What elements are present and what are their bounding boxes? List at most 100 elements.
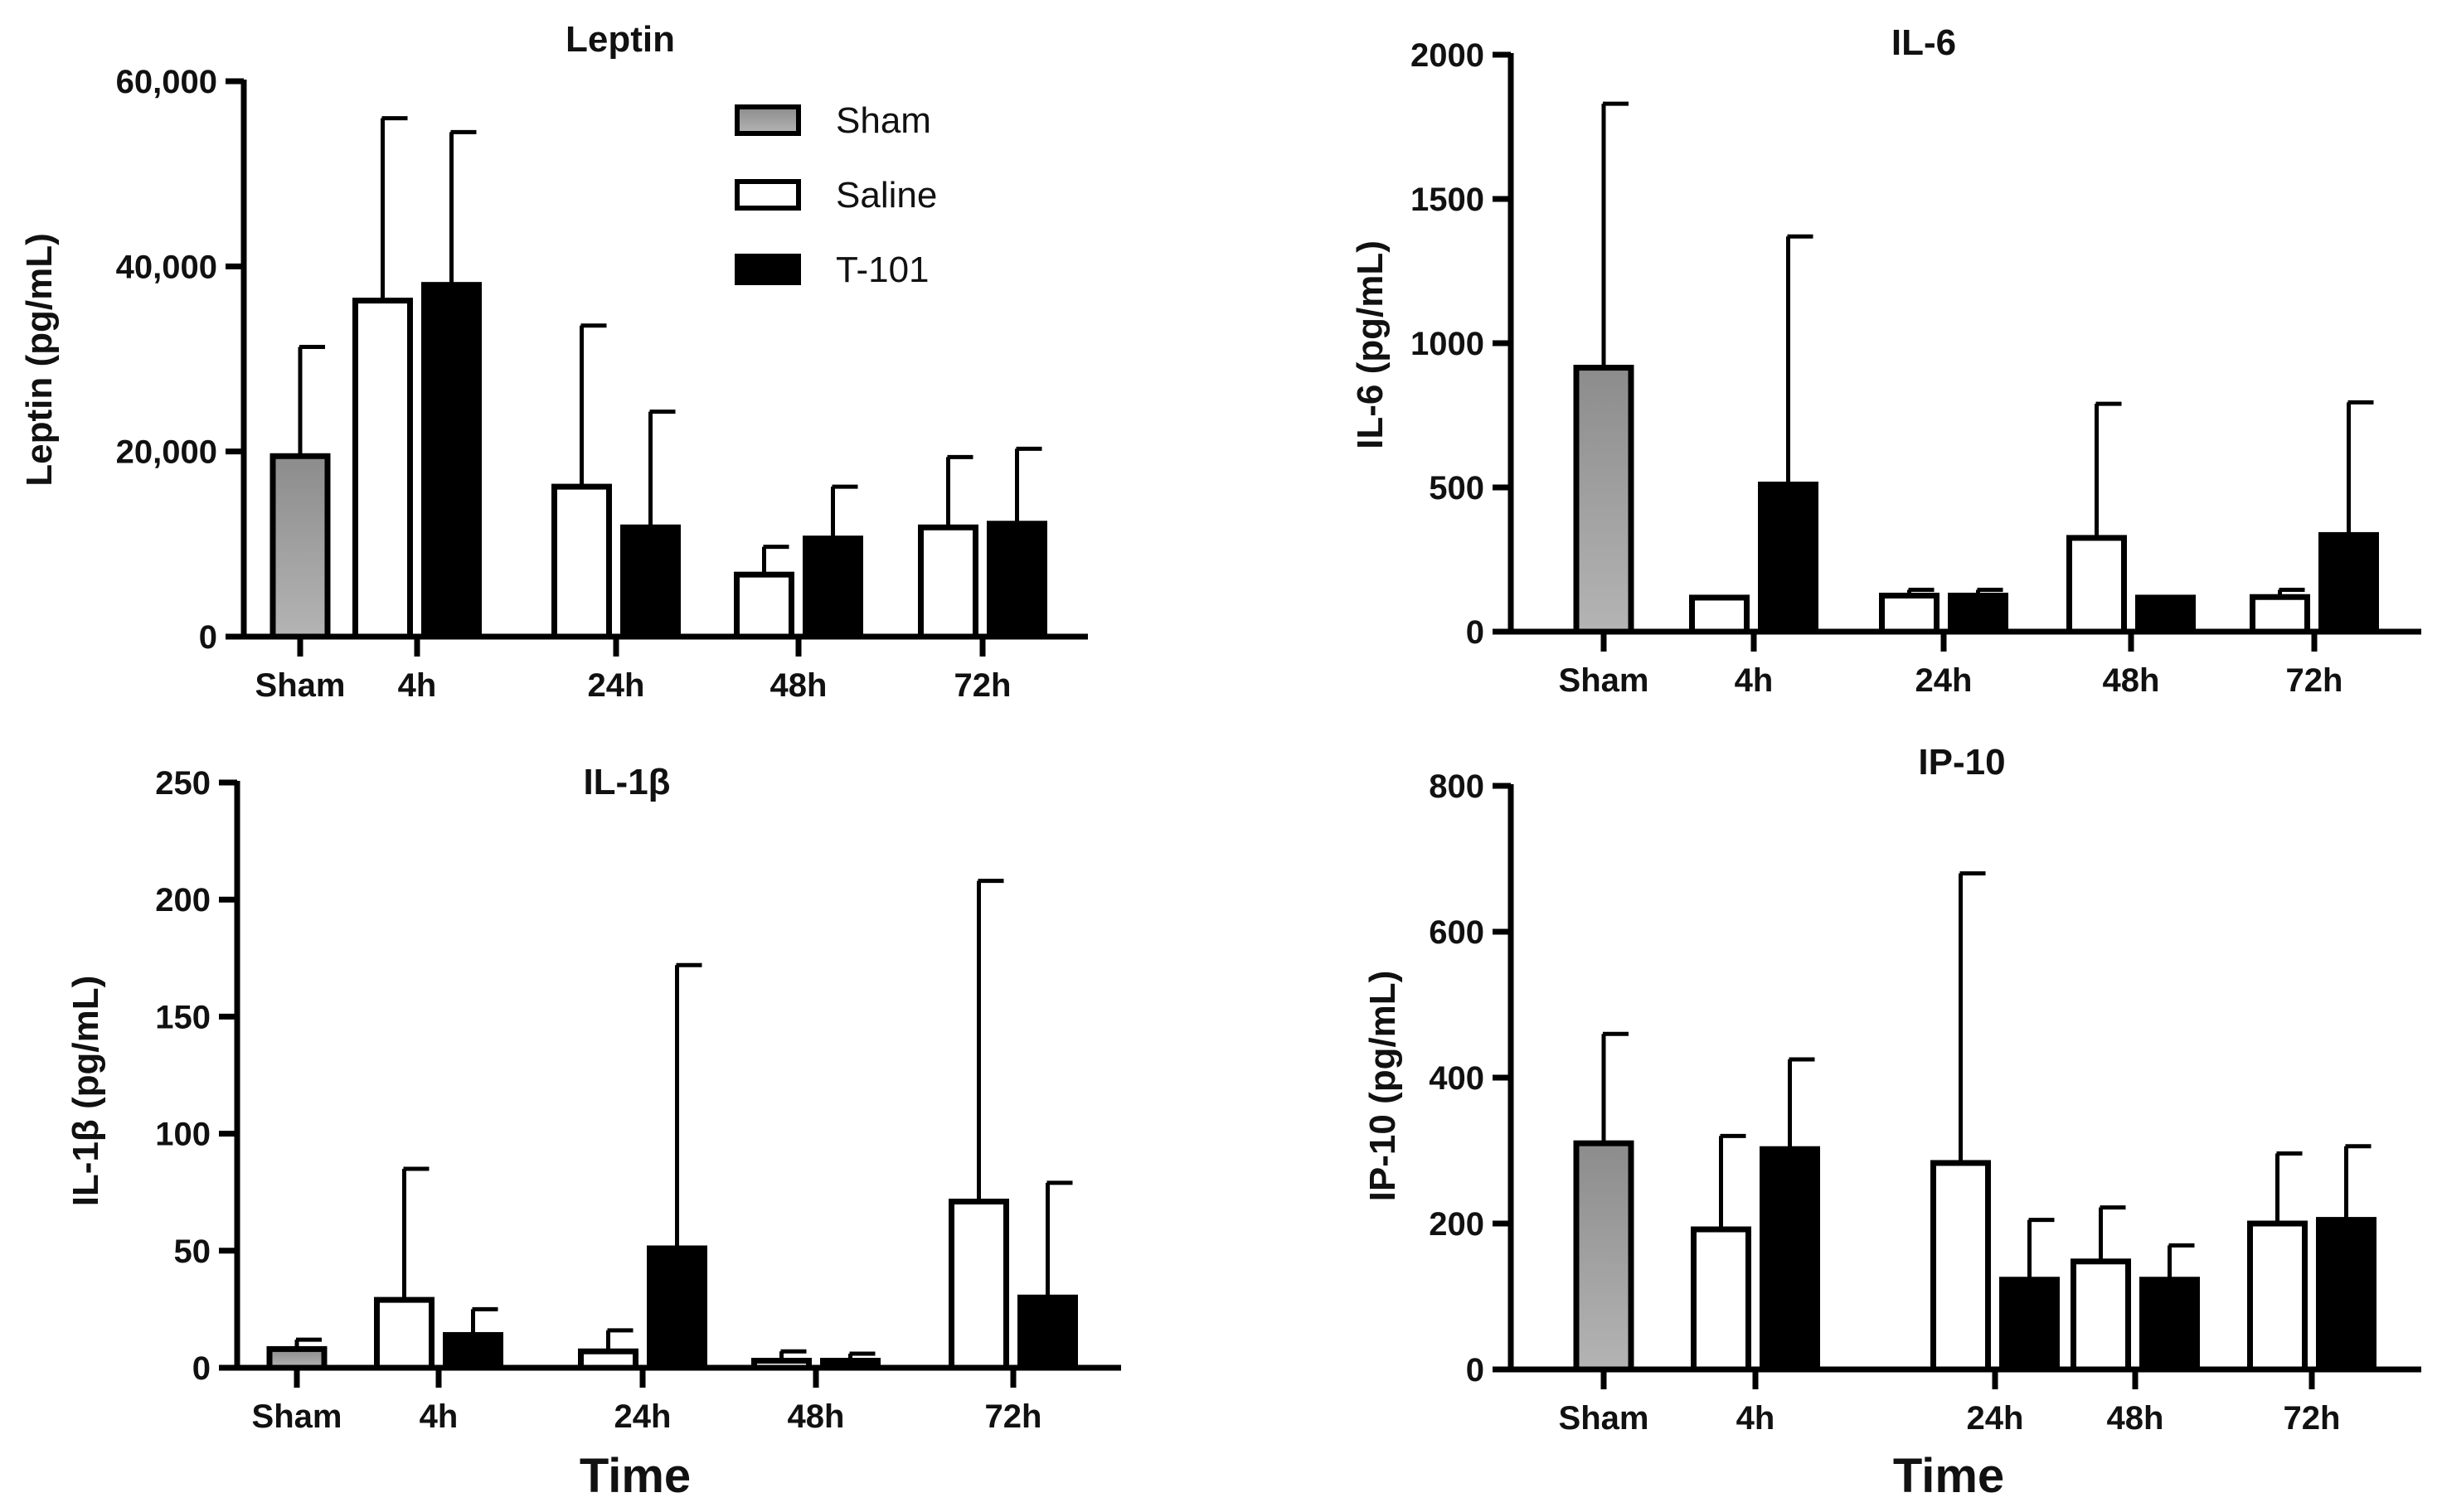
bar-t101-72h (1017, 1294, 1078, 1371)
bar-t101-48h (820, 1358, 881, 1371)
x-tick-label: Sham (252, 1398, 342, 1435)
bar-t101-24h (647, 1245, 707, 1371)
bar-t101-48h (2135, 594, 2196, 635)
y-tick-label: 400 (1429, 1060, 1484, 1097)
x-tick-label: Sham (1559, 1400, 1649, 1437)
panel-ip10: IP-10 IP-10 (pg/mL) Time 0 200 400 600 800 Sh… (1362, 742, 2421, 1503)
y-tick-label: 60,000 (116, 64, 217, 100)
bar-t101-48h (2139, 1277, 2200, 1373)
bar-saline-48h (751, 1358, 812, 1371)
bar-saline-72h (949, 1198, 1009, 1371)
bar-t101-4h (443, 1331, 503, 1371)
y-tick-label: 200 (155, 882, 211, 918)
x-tick-label: Sham (255, 667, 346, 704)
bar-t101-4h (1760, 1146, 1820, 1373)
bar-t101-4h (421, 282, 482, 640)
legend-swatch-t101 (735, 254, 801, 285)
y-axis-label: IL-6 (pg/mL) (1350, 240, 1391, 449)
legend-item-sham: Sham (735, 100, 931, 141)
bar-t101-24h (1999, 1277, 2060, 1373)
chart-title: IP-10 (1918, 742, 2005, 783)
x-tick-label: 48h (770, 667, 828, 704)
bar-saline-72h (2250, 594, 2310, 635)
x-tick-label: 4h (1736, 1400, 1775, 1437)
x-tick-label: 48h (788, 1398, 845, 1435)
bar-t101-72h (2318, 531, 2379, 635)
bar-t101-24h (1948, 593, 2008, 635)
panel-leptin: Leptin Leptin (pg/mL) 0 20,000 40,000 60,00… (19, 19, 1088, 704)
bar-saline-4h (1689, 594, 1750, 635)
bar-saline-24h (551, 483, 612, 640)
y-tick-label: 50 (174, 1233, 211, 1270)
x-tick-label: 48h (2107, 1400, 2164, 1437)
y-tick-label: 800 (1429, 768, 1484, 805)
legend: Sham Saline T-101 (735, 100, 937, 290)
x-tick-label: Sham (1559, 662, 1649, 699)
x-tick-label: 4h (1735, 662, 1774, 699)
bar-saline-4h (374, 1296, 435, 1371)
y-tick-label: 0 (192, 1350, 211, 1387)
y-tick-label: 20,000 (116, 434, 217, 471)
chart-title: IL-1β (583, 762, 670, 802)
y-tick-label: 2000 (1410, 37, 1484, 74)
bar-sham-sham (269, 453, 331, 640)
bar-t101-4h (1758, 482, 1818, 635)
chart-title: IL-6 (1891, 22, 1956, 63)
panel-il1b: IL-1β IL-1β (pg/mL) Time 0 50 100 150 200 250… (66, 762, 1121, 1503)
x-axis-label: Time (1893, 1449, 2004, 1503)
y-tick-label: 200 (1429, 1206, 1484, 1243)
y-tick-label: 0 (199, 619, 217, 656)
legend-label: Sham (836, 100, 931, 141)
y-tick-label: 600 (1429, 914, 1484, 951)
bar-saline-24h (1879, 593, 1940, 635)
bar-sham-sham (1573, 1140, 1634, 1373)
y-axis-label: IP-10 (pg/mL) (1362, 971, 1403, 1202)
y-tick-label: 100 (155, 1117, 211, 1153)
bar-saline-72h (918, 524, 978, 640)
x-tick-label: 24h (588, 667, 645, 704)
bar-t101-24h (620, 524, 681, 640)
legend-label: T-101 (836, 250, 930, 290)
bar-saline-48h (734, 571, 794, 640)
y-tick-label: 40,000 (116, 249, 217, 285)
y-tick-label: 500 (1429, 470, 1484, 506)
bar-t101-72h (2316, 1217, 2376, 1373)
x-tick-label: 24h (1915, 662, 1973, 699)
bar-saline-72h (2247, 1220, 2308, 1373)
bar-saline-24h (578, 1348, 638, 1371)
legend-label: Saline (836, 175, 937, 216)
y-tick-label: 1500 (1410, 182, 1484, 218)
bar-sham-sham (1573, 365, 1634, 635)
bar-saline-48h (2066, 535, 2127, 635)
x-tick-label: 4h (420, 1398, 459, 1435)
x-axis-label: Time (580, 1449, 691, 1503)
x-tick-label: 4h (398, 667, 437, 704)
x-tick-label: 72h (2284, 1400, 2341, 1437)
legend-swatch-sham (735, 104, 801, 136)
bar-saline-48h (2071, 1258, 2131, 1373)
y-tick-label: 0 (1466, 614, 1484, 651)
x-tick-label: 48h (2103, 662, 2160, 699)
bar-t101-72h (987, 521, 1047, 640)
y-axis-label: Leptin (pg/mL) (19, 233, 60, 487)
chart-title: Leptin (566, 19, 675, 60)
x-tick-label: 72h (954, 667, 1012, 704)
x-tick-label: 72h (985, 1398, 1042, 1435)
x-tick-label: 24h (614, 1398, 672, 1435)
bar-sham-sham (266, 1345, 328, 1371)
bar-t101-48h (803, 536, 863, 640)
legend-item-t101: T-101 (735, 250, 930, 290)
bar-saline-24h (1930, 1160, 1991, 1373)
x-tick-label: 72h (2286, 662, 2343, 699)
bar-saline-4h (352, 298, 413, 640)
bar-saline-4h (1691, 1226, 1751, 1373)
y-tick-label: 150 (155, 999, 211, 1035)
y-axis-label: IL-1β (pg/mL) (66, 976, 106, 1207)
panel-il6: IL-6 IL-6 (pg/mL) 0 500 1000 1500 2000 Sham 4h… (1350, 22, 2421, 699)
y-tick-label: 0 (1466, 1352, 1484, 1388)
y-tick-label: 250 (155, 765, 211, 802)
y-tick-label: 1000 (1410, 326, 1484, 362)
x-tick-label: 24h (1967, 1400, 2024, 1437)
legend-item-saline: Saline (735, 175, 937, 216)
